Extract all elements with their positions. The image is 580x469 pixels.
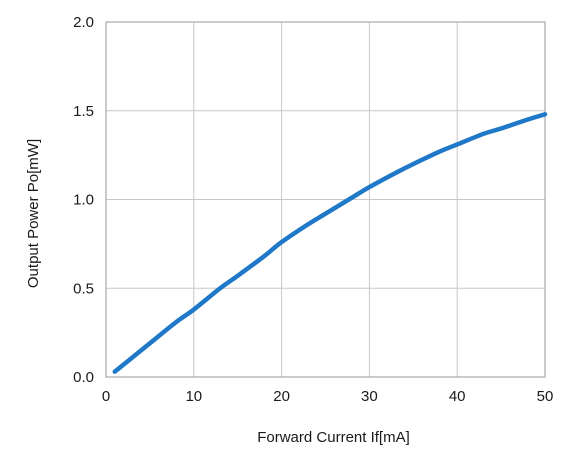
plot-frame [105, 21, 546, 378]
series-line [112, 112, 548, 374]
x-tick-labels: 0 10 20 30 40 50 [102, 388, 554, 405]
x-tick-label: 20 [273, 388, 290, 405]
x-tick-label: 30 [361, 388, 378, 405]
x-axis-title: Forward Current If[mA] [257, 429, 410, 446]
y-tick-label: 2.0 [73, 14, 94, 31]
y-tick-labels: 0.0 0.5 1.0 1.5 2.0 [73, 14, 94, 386]
x-tick-label: 50 [537, 388, 554, 405]
y-tick-label: 0.0 [73, 369, 94, 386]
y-axis-title: Output Power Po[mW] [25, 139, 42, 288]
series-layer [112, 112, 548, 374]
y-tick-label: 0.5 [73, 280, 94, 297]
x-tick-label: 40 [449, 388, 466, 405]
x-tick-label: 0 [102, 388, 110, 405]
y-tick-label: 1.5 [73, 103, 94, 120]
x-tick-label: 10 [185, 388, 202, 405]
y-tick-label: 1.0 [73, 192, 94, 209]
